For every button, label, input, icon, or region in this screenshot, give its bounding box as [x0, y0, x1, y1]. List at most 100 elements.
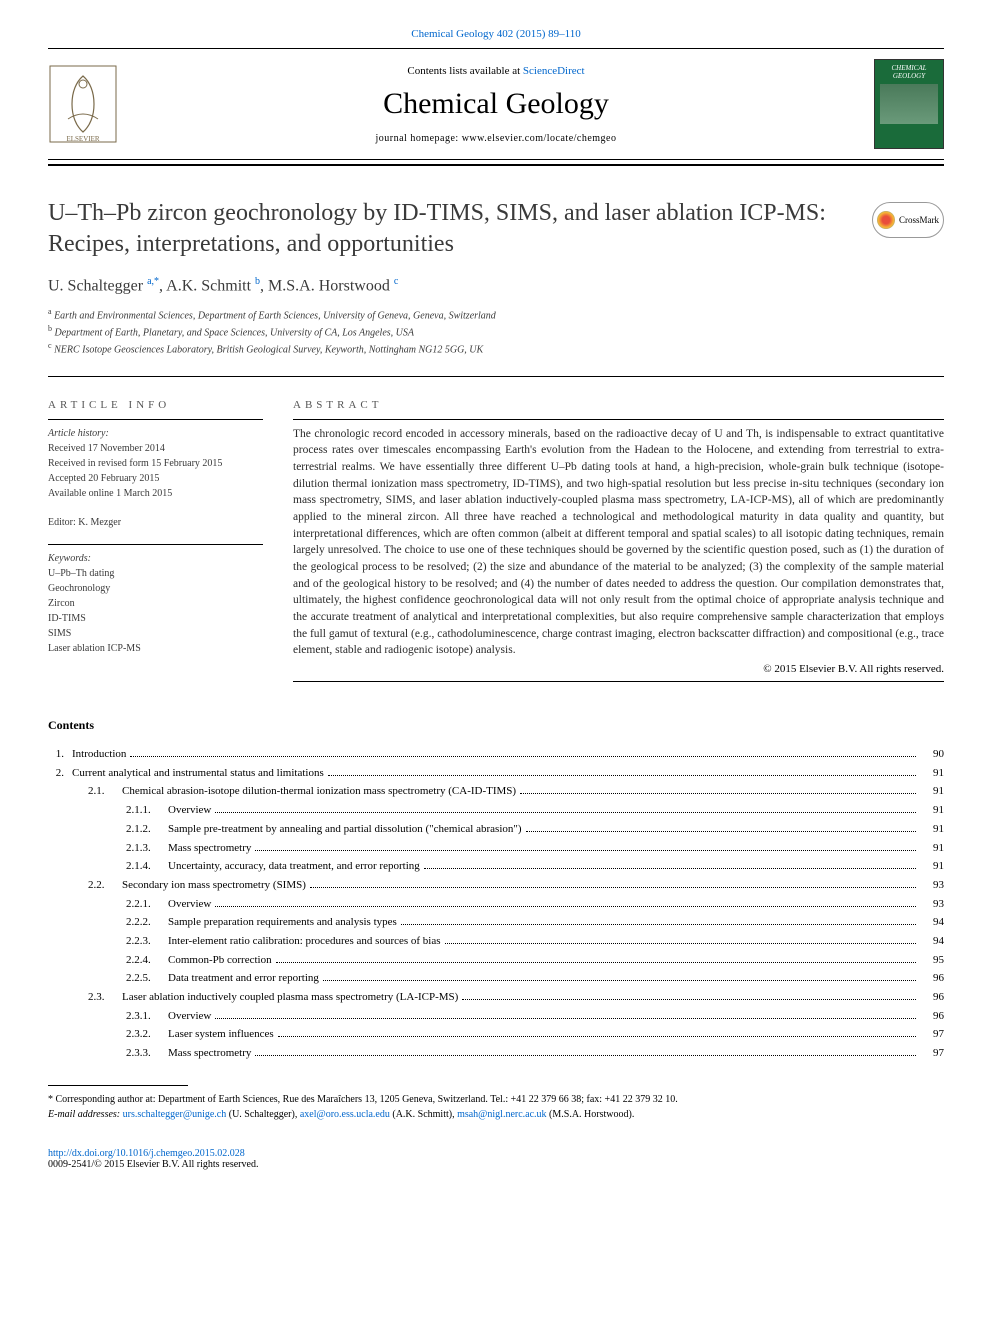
- toc-page: 96: [920, 988, 944, 1007]
- homepage-link[interactable]: www.elsevier.com/locate/chemgeo: [462, 133, 617, 144]
- toc-num: 2.: [48, 764, 72, 783]
- toc-title: Current analytical and instrumental stat…: [72, 764, 324, 783]
- toc-row[interactable]: 2.1.Chemical abrasion-isotope dilution-t…: [48, 782, 944, 801]
- toc-title: Mass spectrometry: [168, 839, 251, 858]
- author-2: , A.K. Schmitt: [159, 278, 255, 295]
- citation-link[interactable]: Chemical Geology 402 (2015) 89–110: [411, 28, 580, 40]
- toc-page: 91: [920, 764, 944, 783]
- toc-title: Sample pre-treatment by annealing and pa…: [168, 820, 522, 839]
- toc-leader-dots: [255, 1055, 916, 1056]
- sciencedirect-link[interactable]: ScienceDirect: [523, 65, 585, 77]
- email-2[interactable]: axel@oro.ess.ucla.edu: [300, 1109, 390, 1120]
- toc-num: 2.1.3.: [126, 839, 168, 858]
- info-abstract-row: article info Article history: Received 1…: [48, 399, 944, 688]
- toc-row[interactable]: 2.2.3.Inter-element ratio calibration: p…: [48, 932, 944, 951]
- toc-row[interactable]: 2.2.4.Common-Pb correction 95: [48, 951, 944, 970]
- email-3[interactable]: msah@nigl.nerc.ac.uk: [457, 1109, 546, 1120]
- toc-title: Data treatment and error reporting: [168, 969, 319, 988]
- toc-num: 2.2.4.: [126, 951, 168, 970]
- toc-num: 2.2.2.: [126, 913, 168, 932]
- divider: [48, 376, 944, 377]
- toc-title: Overview: [168, 895, 211, 914]
- email-label: E-mail addresses:: [48, 1109, 123, 1120]
- footer: http://dx.doi.org/10.1016/j.chemgeo.2015…: [48, 1148, 944, 1170]
- toc-leader-dots: [424, 868, 916, 869]
- affiliations: a Earth and Environmental Sciences, Depa…: [48, 306, 944, 358]
- toc-leader-dots: [401, 924, 916, 925]
- toc-leader-dots: [328, 775, 916, 776]
- toc-row[interactable]: 2.3.1.Overview96: [48, 1007, 944, 1026]
- divider: [48, 48, 944, 49]
- abstract-heading: abstract: [293, 399, 944, 411]
- toc-title: Sample preparation requirements and anal…: [168, 913, 397, 932]
- divider: [48, 159, 944, 160]
- toc-leader-dots: [215, 812, 916, 813]
- footnote-text: Corresponding author at: Department of E…: [53, 1094, 678, 1105]
- keyword-5: Laser ablation ICP-MS: [48, 641, 263, 656]
- toc-row[interactable]: 2.2.5.Data treatment and error reporting…: [48, 969, 944, 988]
- toc-page: 91: [920, 857, 944, 876]
- accepted: Accepted 20 February 2015: [48, 471, 263, 486]
- header-center: Contents lists available at ScienceDirec…: [118, 65, 874, 144]
- toc-num: 2.2.5.: [126, 969, 168, 988]
- issn-line: 0009-2541/© 2015 Elsevier B.V. All right…: [48, 1159, 944, 1170]
- author-3-aff[interactable]: c: [394, 276, 398, 287]
- toc-row[interactable]: 2.Current analytical and instrumental st…: [48, 764, 944, 783]
- toc-page: 95: [920, 951, 944, 970]
- author-1-aff[interactable]: a,: [147, 276, 154, 287]
- toc-row[interactable]: 2.3.2.Laser system influences97: [48, 1025, 944, 1044]
- journal-cover-thumb: CHEMICAL GEOLOGY: [874, 59, 944, 149]
- abstract-copyright: © 2015 Elsevier B.V. All rights reserved…: [293, 663, 944, 675]
- toc-page: 91: [920, 782, 944, 801]
- author-1: U. Schaltegger: [48, 278, 147, 295]
- toc-row[interactable]: 2.2.Secondary ion mass spectrometry (SIM…: [48, 876, 944, 895]
- toc-row[interactable]: 1.Introduction90: [48, 745, 944, 764]
- divider: [293, 681, 944, 682]
- toc-num: 2.1.: [88, 782, 122, 801]
- toc-leader-dots: [130, 756, 916, 757]
- aff-text-c: NERC Isotope Geosciences Laboratory, Bri…: [52, 345, 484, 356]
- title-row: U–Th–Pb zircon geochronology by ID-TIMS,…: [48, 198, 944, 260]
- affiliation-b: b Department of Earth, Planetary, and Sp…: [48, 323, 944, 340]
- divider-thick: [48, 164, 944, 166]
- email-1-who: (U. Schaltegger),: [226, 1109, 300, 1120]
- crossmark-button[interactable]: CrossMark: [872, 202, 944, 238]
- crossmark-label: CrossMark: [899, 215, 939, 225]
- contents-heading: Contents: [48, 718, 944, 733]
- keyword-1: Geochronology: [48, 581, 263, 596]
- toc-row[interactable]: 2.1.1.Overview91: [48, 801, 944, 820]
- toc-page: 93: [920, 895, 944, 914]
- aff-text-a: Earth and Environmental Sciences, Depart…: [52, 310, 496, 321]
- toc-row[interactable]: 2.3.Laser ablation inductively coupled p…: [48, 988, 944, 1007]
- toc-title: Common-Pb correction: [168, 951, 272, 970]
- toc-row[interactable]: 2.1.2.Sample pre-treatment by annealing …: [48, 820, 944, 839]
- toc-row[interactable]: 2.1.3.Mass spectrometry91: [48, 839, 944, 858]
- toc-leader-dots: [255, 850, 916, 851]
- online: Available online 1 March 2015: [48, 486, 263, 501]
- toc-page: 90: [920, 745, 944, 764]
- abstract-col: abstract The chronologic record encoded …: [293, 399, 944, 688]
- toc-title: Overview: [168, 801, 211, 820]
- divider: [293, 419, 944, 420]
- toc-row[interactable]: 2.2.1.Overview93: [48, 895, 944, 914]
- email-footnote: E-mail addresses: urs.schaltegger@unige.…: [48, 1107, 944, 1122]
- revised: Received in revised form 15 February 201…: [48, 456, 263, 471]
- toc-title: Mass spectrometry: [168, 1044, 251, 1063]
- toc-row[interactable]: 2.3.3.Mass spectrometry97: [48, 1044, 944, 1063]
- article-info-col: article info Article history: Received 1…: [48, 399, 263, 688]
- toc-row[interactable]: 2.2.2.Sample preparation requirements an…: [48, 913, 944, 932]
- contents-prefix: Contents lists available at: [407, 65, 522, 77]
- toc-leader-dots: [276, 962, 916, 963]
- table-of-contents: 1.Introduction902.Current analytical and…: [48, 745, 944, 1063]
- toc-leader-dots: [215, 906, 916, 907]
- toc-leader-dots: [323, 980, 916, 981]
- abstract-text: The chronologic record encoded in access…: [293, 426, 944, 659]
- email-1[interactable]: urs.schaltegger@unige.ch: [123, 1109, 227, 1120]
- aff-text-b: Department of Earth, Planetary, and Spac…: [52, 327, 414, 338]
- toc-row[interactable]: 2.1.4.Uncertainty, accuracy, data treatm…: [48, 857, 944, 876]
- authors: U. Schaltegger a,*, A.K. Schmitt b, M.S.…: [48, 276, 944, 295]
- toc-title: Chemical abrasion-isotope dilution-therm…: [122, 782, 516, 801]
- toc-title: Laser ablation inductively coupled plasm…: [122, 988, 458, 1007]
- doi-link[interactable]: http://dx.doi.org/10.1016/j.chemgeo.2015…: [48, 1148, 245, 1159]
- journal-header: ELSEVIER Contents lists available at Sci…: [48, 51, 944, 157]
